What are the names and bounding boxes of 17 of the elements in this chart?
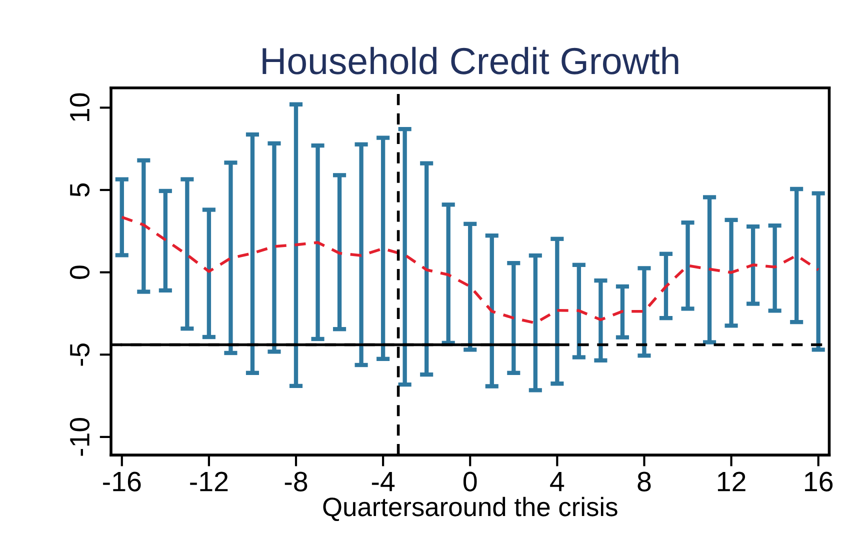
- x-tick-label: -12: [190, 472, 228, 492]
- y-tick-label: 5: [70, 183, 90, 197]
- line-series: [120, 216, 820, 324]
- x-tick-label: 12: [718, 472, 746, 492]
- y-tick-label: 0: [70, 266, 90, 279]
- x-tick-label: -4: [372, 472, 395, 492]
- y-tick-label: 10: [70, 93, 90, 121]
- x-tick-label: 0: [463, 472, 477, 492]
- x-tick-label: 4: [550, 472, 564, 492]
- chart-title: Household Credit Growth: [262, 46, 678, 74]
- y-tick-label: -10: [70, 418, 90, 456]
- x-tick-label: -16: [103, 472, 141, 492]
- y-tick-label: -5: [70, 343, 90, 366]
- x-axis-title: Quartersaround the crisis: [323, 496, 618, 522]
- x-tick-label: -8: [284, 472, 308, 492]
- x-tick-label: 16: [805, 472, 833, 492]
- x-tick-label: 8: [638, 472, 651, 492]
